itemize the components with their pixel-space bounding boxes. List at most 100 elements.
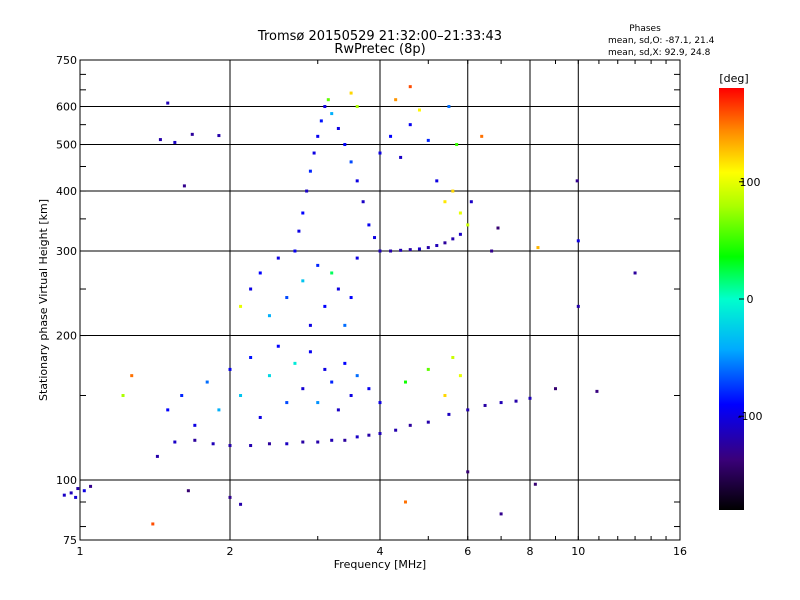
data-point xyxy=(435,179,439,183)
data-point xyxy=(297,229,301,233)
data-point xyxy=(205,380,209,384)
data-point xyxy=(239,304,243,308)
data-point xyxy=(367,223,371,227)
data-point xyxy=(480,134,484,138)
data-point xyxy=(82,489,86,493)
data-point xyxy=(89,484,93,488)
data-point xyxy=(308,350,312,354)
data-point xyxy=(367,387,371,391)
data-point xyxy=(399,155,403,159)
data-point xyxy=(267,314,271,318)
data-point xyxy=(499,512,503,516)
data-point xyxy=(399,248,403,252)
data-point xyxy=(426,246,430,250)
data-point xyxy=(355,374,359,378)
data-point xyxy=(469,200,473,204)
x-axis-label: Frequency [MHz] xyxy=(334,558,426,571)
colorbar-tick-label: -100 xyxy=(738,410,763,423)
data-point xyxy=(490,249,494,253)
data-point xyxy=(301,279,305,283)
y-tick-label: 400 xyxy=(56,185,77,198)
data-point xyxy=(74,495,78,499)
data-point xyxy=(308,323,312,327)
colorbar-ticks: 100 0 -100 xyxy=(738,176,763,423)
data-point xyxy=(435,244,439,248)
stats-heading: Phases xyxy=(629,24,661,34)
data-point xyxy=(285,442,289,446)
data-point xyxy=(355,435,359,439)
data-point xyxy=(62,493,66,497)
axis-tick-labels: 1 2 4 6 8 10 16 75 100 200 300 400 500 600 750 xyxy=(56,54,687,558)
data-point xyxy=(301,387,305,391)
data-point xyxy=(408,123,412,127)
data-point xyxy=(301,211,305,215)
stats-line-x: mean, sd,X: 92.9, 24.8 xyxy=(608,48,711,58)
data-point xyxy=(323,304,327,308)
data-point xyxy=(211,442,215,446)
colorbar-tick-label: 100 xyxy=(740,176,761,189)
data-point xyxy=(267,442,271,446)
data-point xyxy=(528,396,532,400)
data-point xyxy=(276,344,280,348)
chart-subtitle: RwPretec (8p) xyxy=(334,42,425,57)
data-point xyxy=(323,105,327,109)
data-point xyxy=(417,247,421,251)
data-point xyxy=(285,296,289,300)
y-tick-label: 75 xyxy=(63,534,77,547)
y-tick-label: 600 xyxy=(56,101,77,114)
data-point xyxy=(158,138,162,142)
data-point xyxy=(193,438,197,442)
data-point xyxy=(443,241,447,245)
x-tick-label: 8 xyxy=(527,545,534,558)
data-point xyxy=(258,271,262,275)
data-point xyxy=(595,389,599,393)
data-point xyxy=(426,138,430,142)
data-point xyxy=(367,433,371,437)
data-point xyxy=(316,440,320,444)
data-point xyxy=(249,287,253,291)
data-point xyxy=(447,105,451,109)
data-point xyxy=(343,323,347,327)
data-point xyxy=(483,403,487,407)
data-point xyxy=(285,401,289,405)
data-point xyxy=(267,374,271,378)
x-tick-label: 6 xyxy=(464,545,471,558)
y-tick-label: 200 xyxy=(56,330,77,343)
stats-line-o: mean, sd,O: -87.1, 21.4 xyxy=(608,36,715,46)
data-point xyxy=(316,134,320,138)
data-point xyxy=(228,367,232,371)
data-point xyxy=(312,151,316,155)
data-point xyxy=(349,91,353,95)
data-point xyxy=(496,226,500,230)
data-point xyxy=(633,271,637,275)
data-point xyxy=(378,249,382,253)
data-point xyxy=(330,271,334,275)
data-point xyxy=(130,374,134,378)
data-point xyxy=(447,412,451,416)
data-point xyxy=(180,394,184,398)
data-point xyxy=(343,438,347,442)
data-point xyxy=(355,256,359,260)
data-point xyxy=(378,401,382,405)
data-point xyxy=(301,440,305,444)
data-point xyxy=(443,200,447,204)
data-point xyxy=(394,428,398,432)
data-point xyxy=(336,126,340,130)
data-point xyxy=(343,143,347,147)
data-point xyxy=(466,408,470,412)
data-point xyxy=(69,491,73,495)
data-point xyxy=(249,444,253,448)
data-point xyxy=(426,367,430,371)
data-point xyxy=(466,470,470,474)
data-point xyxy=(389,134,393,138)
data-point xyxy=(249,355,253,359)
y-tick-label: 500 xyxy=(56,139,77,152)
data-point xyxy=(239,394,243,398)
data-point xyxy=(326,98,330,102)
data-point xyxy=(330,380,334,384)
data-point xyxy=(193,423,197,427)
y-tick-label: 750 xyxy=(56,54,77,67)
data-point xyxy=(258,415,262,419)
colorbar-label: [deg] xyxy=(719,72,748,85)
data-point xyxy=(182,184,186,188)
